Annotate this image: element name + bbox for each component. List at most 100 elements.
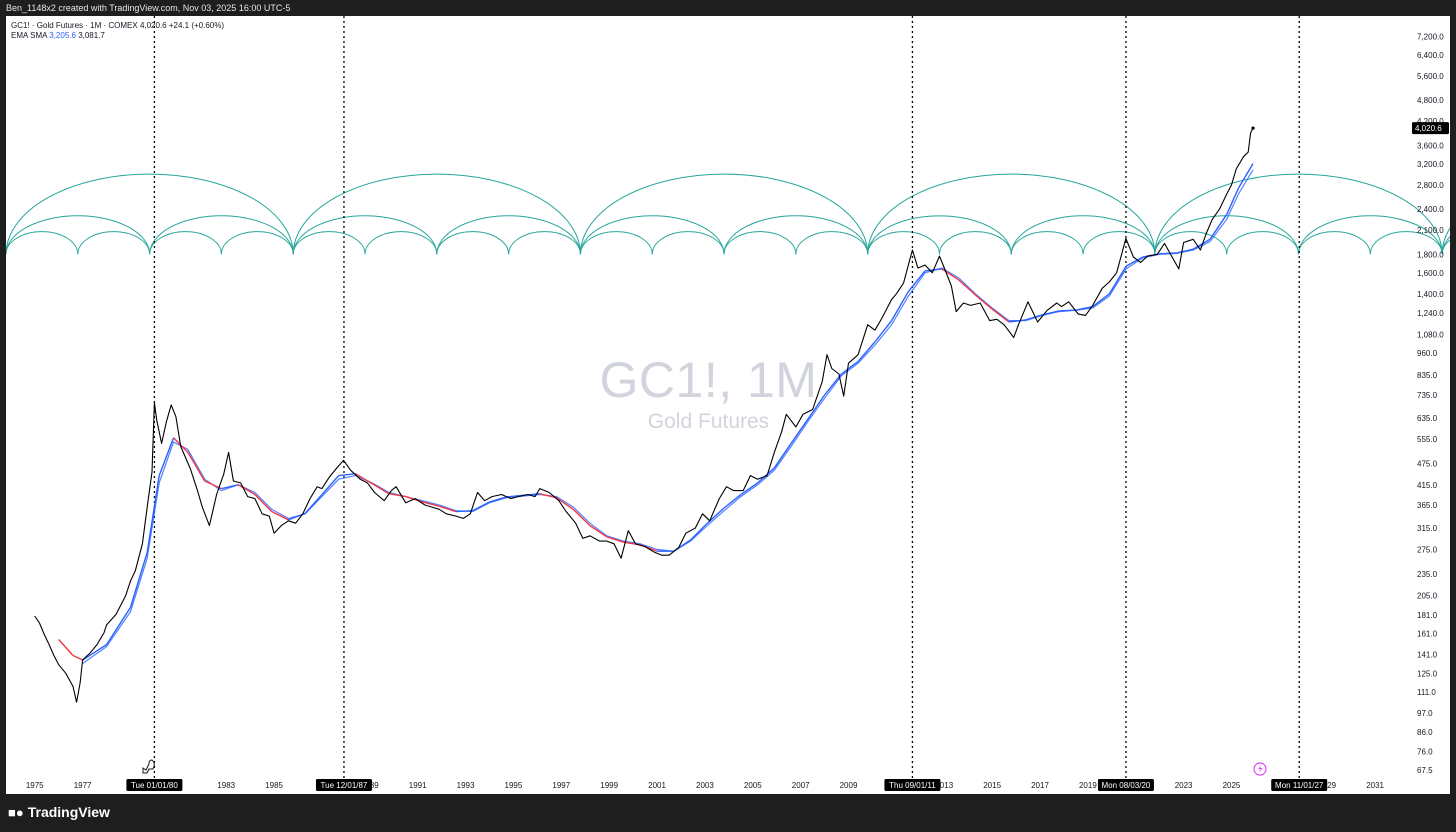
x-tick-label: 2015 [983,781,1001,790]
y-tick-label: 3,200.0 [1417,160,1444,169]
cycle-arc-medium [579,215,725,255]
x-tick-label: 1985 [265,781,283,790]
cycle-arc-large [867,173,1156,255]
price-change: +24.1 (+0.60%) [168,21,225,30]
cycle-arc-medium [292,215,438,255]
date-marker-badge [884,779,941,791]
cycle-arc-small [220,231,294,255]
x-tick-label: 2007 [792,781,810,790]
price-chart-svg[interactable]: 7,200.0 6,400.0 5,600.0 4,800.0 4,200.0 3,600… [6,16,1450,794]
cycle-arc-small [795,231,869,255]
sma-value: 3,081.7 [78,31,105,40]
ema-segment [874,320,893,343]
last-price-badge [1412,122,1449,135]
symbol-legend[interactable]: GC1! · Gold Futures · 1M · COMEX 4,020.6… [11,21,224,30]
ema-segment [606,536,624,543]
ema-segment [1192,238,1211,250]
y-tick-label: 1,240.0 [1417,309,1444,318]
cycle-arc-small [6,231,79,255]
brand-logo[interactable]: ■● TradingView [8,804,110,820]
last-price-dot [1251,126,1255,130]
top-bar: Ben_1148x2 created with TradingView.com,… [0,0,1456,16]
indicator-legend[interactable]: EMA SMA 3,205.6 3,081.7 [11,31,105,40]
ema-segment [1176,248,1194,254]
y-tick-label: 125.0 [1417,669,1438,678]
price-line [34,127,1254,703]
x-tick-label: 1975 [26,781,44,790]
x-tick-label: 2009 [840,781,858,790]
y-tick-label: 2,800.0 [1417,181,1444,190]
date-marker-label: Mon 08/03/20 [1101,781,1150,790]
ema-segment [941,268,960,281]
y-tick-label: 67.5 [1417,766,1433,775]
ema-segment [790,418,809,444]
ema-segment [1159,252,1177,255]
ema-segment [907,270,926,292]
cycle-arc-medium [1010,215,1156,255]
ema-segment [857,341,876,362]
ema-segment [72,654,83,661]
x-tick-label: 1991 [409,781,427,790]
ema-segment [1108,265,1127,295]
cycle-arc-small [1226,231,1299,255]
y-tick-label: 86.0 [1417,728,1433,737]
y-tick-label: 4,200.0 [1417,117,1444,126]
y-tick-label: 97.0 [1417,709,1433,718]
x-tick-label: 2029 [1318,781,1336,790]
x-tick-label: 2005 [744,781,762,790]
date-marker-label: Tue 01/01/80 [131,781,178,790]
y-tick-label: 835.0 [1417,371,1438,380]
cycle-arc-large [1154,173,1443,255]
cycle-arc-small [292,231,366,255]
y-tick-label: 275.0 [1417,545,1438,554]
ema-segment [271,510,289,521]
cycle-arc-small [149,231,222,255]
cycle-arc-medium [867,215,1012,255]
x-tick-label: 1999 [600,781,618,790]
ema-segment [958,279,976,296]
y-tick-label: 315.0 [1417,524,1438,533]
symbol-info: GC1! · Gold Futures · 1M · COMEX [11,21,138,30]
y-tick-label: 161.0 [1417,630,1438,639]
ema-segment [105,607,132,646]
cycle-arc-small [436,231,510,255]
y-tick-label: 1,600.0 [1417,269,1444,278]
date-marker-label: Tue 12/01/87 [321,781,368,790]
x-tick-label: 1997 [552,781,570,790]
ema-segment [58,639,74,656]
y-tick-label: 555.0 [1417,435,1438,444]
ema-segment [338,473,356,477]
y-tick-label: 205.0 [1417,592,1438,601]
snapshot-title: Ben_1148x2 created with TradingView.com,… [6,3,291,13]
cycle-arc-small [1154,231,1228,255]
y-tick-label: 475.0 [1417,460,1438,469]
cycle-arc-medium [6,215,151,255]
ema-segment [237,484,256,496]
ema-segment [974,294,993,310]
cycle-arc-small [1010,231,1084,255]
ema-segment [1025,314,1043,321]
cycle-arc-small [579,231,653,255]
ema-segment [187,452,206,482]
cycle-arc-small [723,231,797,255]
y-tick-label: 2,100.0 [1417,226,1444,235]
y-tick-label: 1,080.0 [1417,331,1444,340]
ema-segment [221,484,239,490]
ema-segment [723,494,742,509]
watermark-symbol: GC1!, 1M [599,352,818,408]
cycle-arc-small [938,231,1012,255]
date-marker-badge [315,779,372,791]
ema-segment [1209,214,1228,240]
x-tick-label: 2013 [935,781,953,790]
chart-area[interactable]: 7,200.0 6,400.0 5,600.0 4,800.0 4,200.0 3,600… [6,16,1450,794]
cycle-arc-medium [436,215,581,255]
ema-segment [807,394,826,420]
ema-segment [371,483,390,495]
cycle-arc-medium [1154,215,1299,255]
y-tick-label: 960.0 [1417,349,1438,358]
x-tick-label: 1993 [457,781,475,790]
cycle-arc-medium [149,215,294,255]
ema-segment [572,508,591,527]
ema-segment [422,501,440,507]
ema-segment [773,443,792,469]
